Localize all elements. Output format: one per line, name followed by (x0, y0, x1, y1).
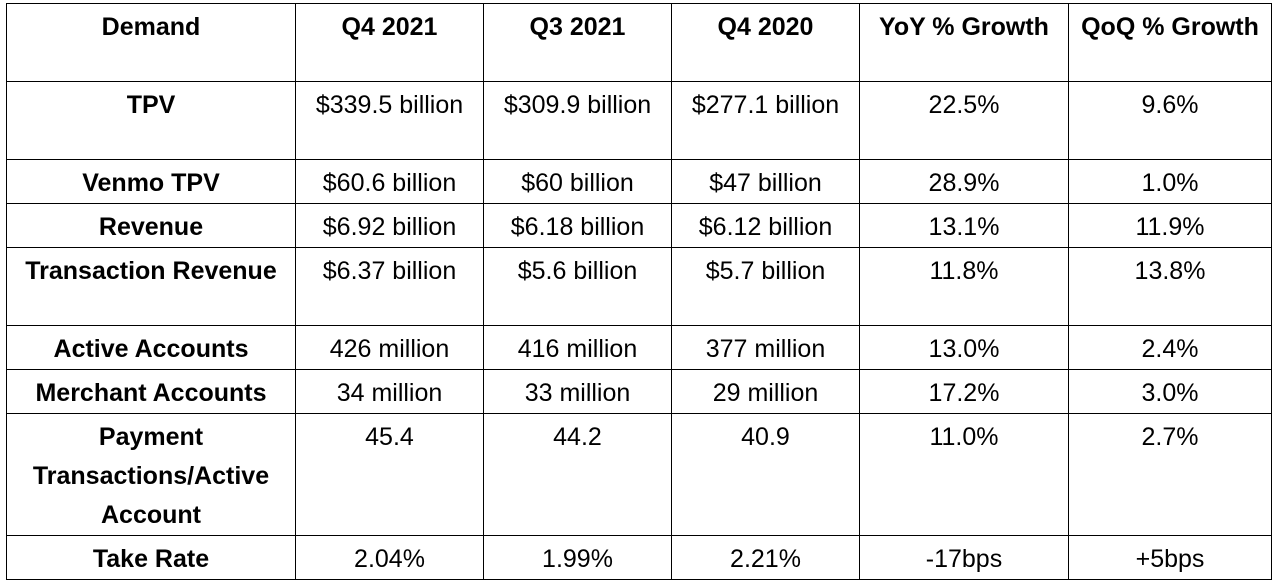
row-label: Transaction Revenue (6, 247, 296, 326)
cell-q4-2021: 426 million (295, 325, 484, 370)
cell-qoq: 2.7% (1068, 413, 1272, 536)
row-label: Take Rate (6, 535, 296, 580)
cell-q3-2021: 44.2 (483, 413, 672, 536)
cell-q4-2021: $6.37 billion (295, 247, 484, 326)
header-q4-2021: Q4 2021 (295, 3, 484, 82)
cell-q3-2021: 416 million (483, 325, 672, 370)
cell-qoq: 2.4% (1068, 325, 1272, 370)
cell-qoq: +5bps (1068, 535, 1272, 580)
table-row: Transaction Revenue $6.37 billion $5.6 b… (6, 247, 1272, 326)
table-row: Active Accounts 426 million 416 million … (6, 325, 1272, 370)
table-row: Payment Transactions/Active Account 45.4… (6, 413, 1272, 536)
cell-yoy: 28.9% (859, 159, 1069, 204)
cell-q4-2021: $60.6 billion (295, 159, 484, 204)
header-row: Demand Q4 2021 Q3 2021 Q4 2020 YoY % Gro… (6, 3, 1272, 82)
cell-q4-2021: 34 million (295, 369, 484, 414)
cell-q4-2021: $339.5 billion (295, 81, 484, 160)
cell-q4-2020: 2.21% (671, 535, 860, 580)
cell-q3-2021: $309.9 billion (483, 81, 672, 160)
cell-yoy: -17bps (859, 535, 1069, 580)
table-row: Revenue $6.92 billion $6.18 billion $6.1… (6, 203, 1272, 248)
cell-yoy: 11.8% (859, 247, 1069, 326)
cell-q4-2020: 40.9 (671, 413, 860, 536)
header-demand: Demand (6, 3, 296, 82)
cell-qoq: 9.6% (1068, 81, 1272, 160)
table-row: TPV $339.5 billion $309.9 billion $277.1… (6, 81, 1272, 160)
row-label: Active Accounts (6, 325, 296, 370)
table-row: Venmo TPV $60.6 billion $60 billion $47 … (6, 159, 1272, 204)
cell-q4-2021: 2.04% (295, 535, 484, 580)
cell-q4-2020: $47 billion (671, 159, 860, 204)
cell-yoy: 22.5% (859, 81, 1069, 160)
row-label: Merchant Accounts (6, 369, 296, 414)
header-q4-2020: Q4 2020 (671, 3, 860, 82)
cell-q3-2021: $60 billion (483, 159, 672, 204)
demand-metrics-table: Demand Q4 2021 Q3 2021 Q4 2020 YoY % Gro… (6, 3, 1272, 580)
cell-qoq: 3.0% (1068, 369, 1272, 414)
cell-q3-2021: $6.18 billion (483, 203, 672, 248)
cell-q4-2020: $277.1 billion (671, 81, 860, 160)
row-label: TPV (6, 81, 296, 160)
cell-yoy: 17.2% (859, 369, 1069, 414)
cell-yoy: 11.0% (859, 413, 1069, 536)
row-label: Venmo TPV (6, 159, 296, 204)
header-qoq-growth: QoQ % Growth (1068, 3, 1272, 82)
cell-q4-2021: 45.4 (295, 413, 484, 536)
row-label: Payment Transactions/Active Account (6, 413, 296, 536)
table-row: Take Rate 2.04% 1.99% 2.21% -17bps +5bps (6, 535, 1272, 580)
header-q3-2021: Q3 2021 (483, 3, 672, 82)
cell-qoq: 1.0% (1068, 159, 1272, 204)
cell-yoy: 13.0% (859, 325, 1069, 370)
table-row: Merchant Accounts 34 million 33 million … (6, 369, 1272, 414)
cell-q4-2020: $5.7 billion (671, 247, 860, 326)
cell-yoy: 13.1% (859, 203, 1069, 248)
cell-q3-2021: $5.6 billion (483, 247, 672, 326)
cell-qoq: 13.8% (1068, 247, 1272, 326)
cell-q3-2021: 1.99% (483, 535, 672, 580)
cell-q3-2021: 33 million (483, 369, 672, 414)
cell-q4-2020: $6.12 billion (671, 203, 860, 248)
cell-q4-2020: 377 million (671, 325, 860, 370)
cell-q4-2020: 29 million (671, 369, 860, 414)
cell-q4-2021: $6.92 billion (295, 203, 484, 248)
row-label: Revenue (6, 203, 296, 248)
cell-qoq: 11.9% (1068, 203, 1272, 248)
header-yoy-growth: YoY % Growth (859, 3, 1069, 82)
